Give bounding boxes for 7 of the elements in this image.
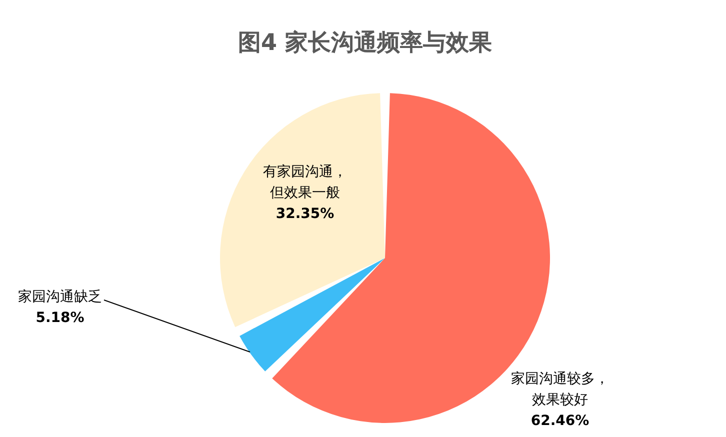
slice-label: 家园沟通缺乏 (18, 289, 102, 305)
data-label: 32.35% (276, 206, 334, 222)
slice-label: 有家园沟通，但效果一般 (263, 164, 347, 201)
chart-title: 图4 家长沟通频率与效果 (238, 29, 492, 56)
data-label: 62.46% (530, 413, 590, 429)
data-label: 5.18% (36, 310, 84, 326)
slice-label: 家园沟通较多，效果较好 (511, 371, 609, 408)
